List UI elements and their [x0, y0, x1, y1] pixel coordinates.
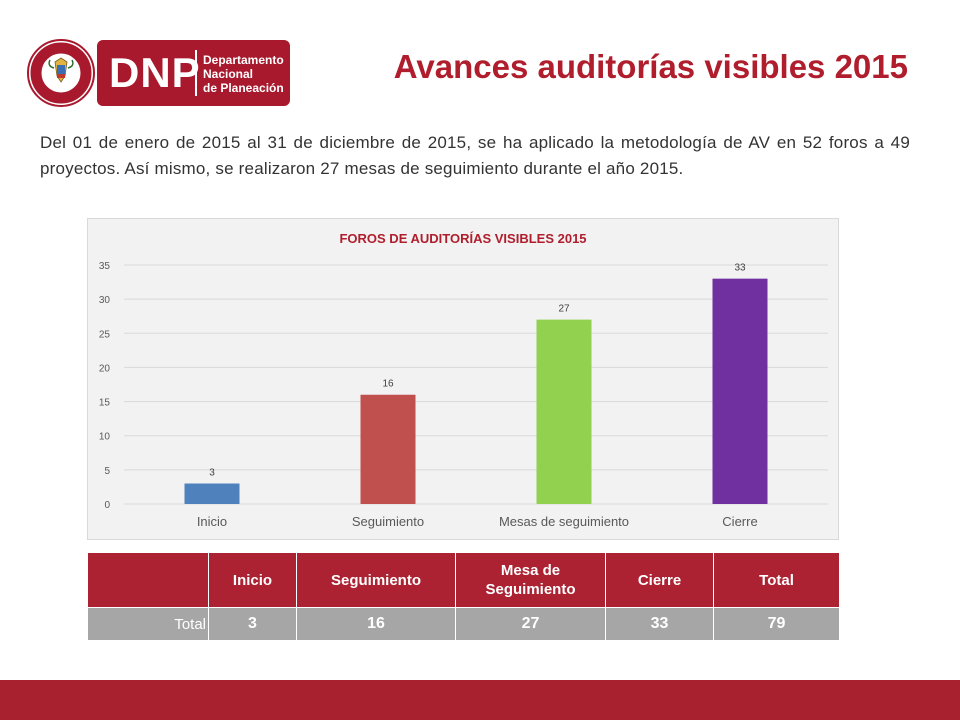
bar [712, 278, 768, 504]
y-tick-label: 5 [104, 466, 110, 477]
table-row: Total 3 16 27 33 79 [87, 607, 840, 641]
y-tick-label: 35 [99, 261, 111, 272]
table-cell-cierre: 33 [605, 607, 714, 641]
table-header-row: Inicio Seguimiento Mesa de Seguimiento C… [87, 552, 840, 608]
x-tick-label: Mesas de seguimiento [499, 514, 629, 529]
bar [184, 483, 240, 504]
y-tick-label: 15 [99, 398, 111, 409]
logo-divider [195, 50, 197, 96]
table-header-empty [87, 552, 209, 608]
y-tick-label: 20 [99, 363, 111, 374]
colombia-seal-logo [26, 38, 96, 108]
data-label: 27 [558, 304, 570, 315]
y-tick-label: 10 [99, 432, 111, 443]
x-tick-label: Inicio [197, 514, 227, 529]
table-cell-mesa: 27 [455, 607, 606, 641]
logo-line-2: Nacional [203, 67, 254, 81]
data-label: 3 [209, 468, 215, 479]
data-label: 16 [382, 379, 394, 390]
logo-line-3: de Planeación [203, 81, 284, 95]
footer-bar [0, 680, 960, 720]
table-cell-total: 79 [713, 607, 840, 641]
x-tick-label: Cierre [722, 514, 757, 529]
bar [536, 319, 592, 504]
table-cell-seguimiento: 16 [296, 607, 456, 641]
logo-line-1: Departamento [203, 53, 284, 67]
bar [360, 394, 416, 504]
data-label: 33 [734, 263, 746, 274]
page-title: Avances auditorías visibles 2015 [393, 48, 908, 85]
summary-table: Inicio Seguimiento Mesa de Seguimiento C… [87, 552, 840, 641]
y-tick-label: 30 [99, 295, 111, 306]
y-tick-label: 25 [99, 329, 111, 340]
x-tick-label: Seguimiento [352, 514, 424, 529]
chart-plot: 0 5 10 15 20 25 30 35 3 Inicio 16 Seguimiento 27 Mesa… [99, 261, 828, 529]
logo-name: Departamento Nacional de Planeación [203, 53, 284, 95]
table-header-cierre: Cierre [605, 552, 714, 608]
table-header-mesa: Mesa de Seguimiento [455, 552, 606, 608]
table-header-seguimiento: Seguimiento [296, 552, 456, 608]
table-row-label: Total [87, 607, 209, 641]
table-header-total: Total [713, 552, 840, 608]
logo-acronym: DNP [109, 49, 201, 96]
bar-chart: FOROS DE AUDITORÍAS VISIBLES 2015 0 5 10 15… [87, 218, 839, 540]
dnp-logo: DNP Departamento Nacional de Planeación [97, 40, 290, 106]
intro-paragraph: Del 01 de enero de 2015 al 31 de diciemb… [40, 133, 910, 178]
table-header-inicio: Inicio [208, 552, 297, 608]
table-cell-inicio: 3 [208, 607, 297, 641]
chart-title: FOROS DE AUDITORÍAS VISIBLES 2015 [339, 231, 587, 246]
y-tick-label: 0 [104, 500, 110, 511]
